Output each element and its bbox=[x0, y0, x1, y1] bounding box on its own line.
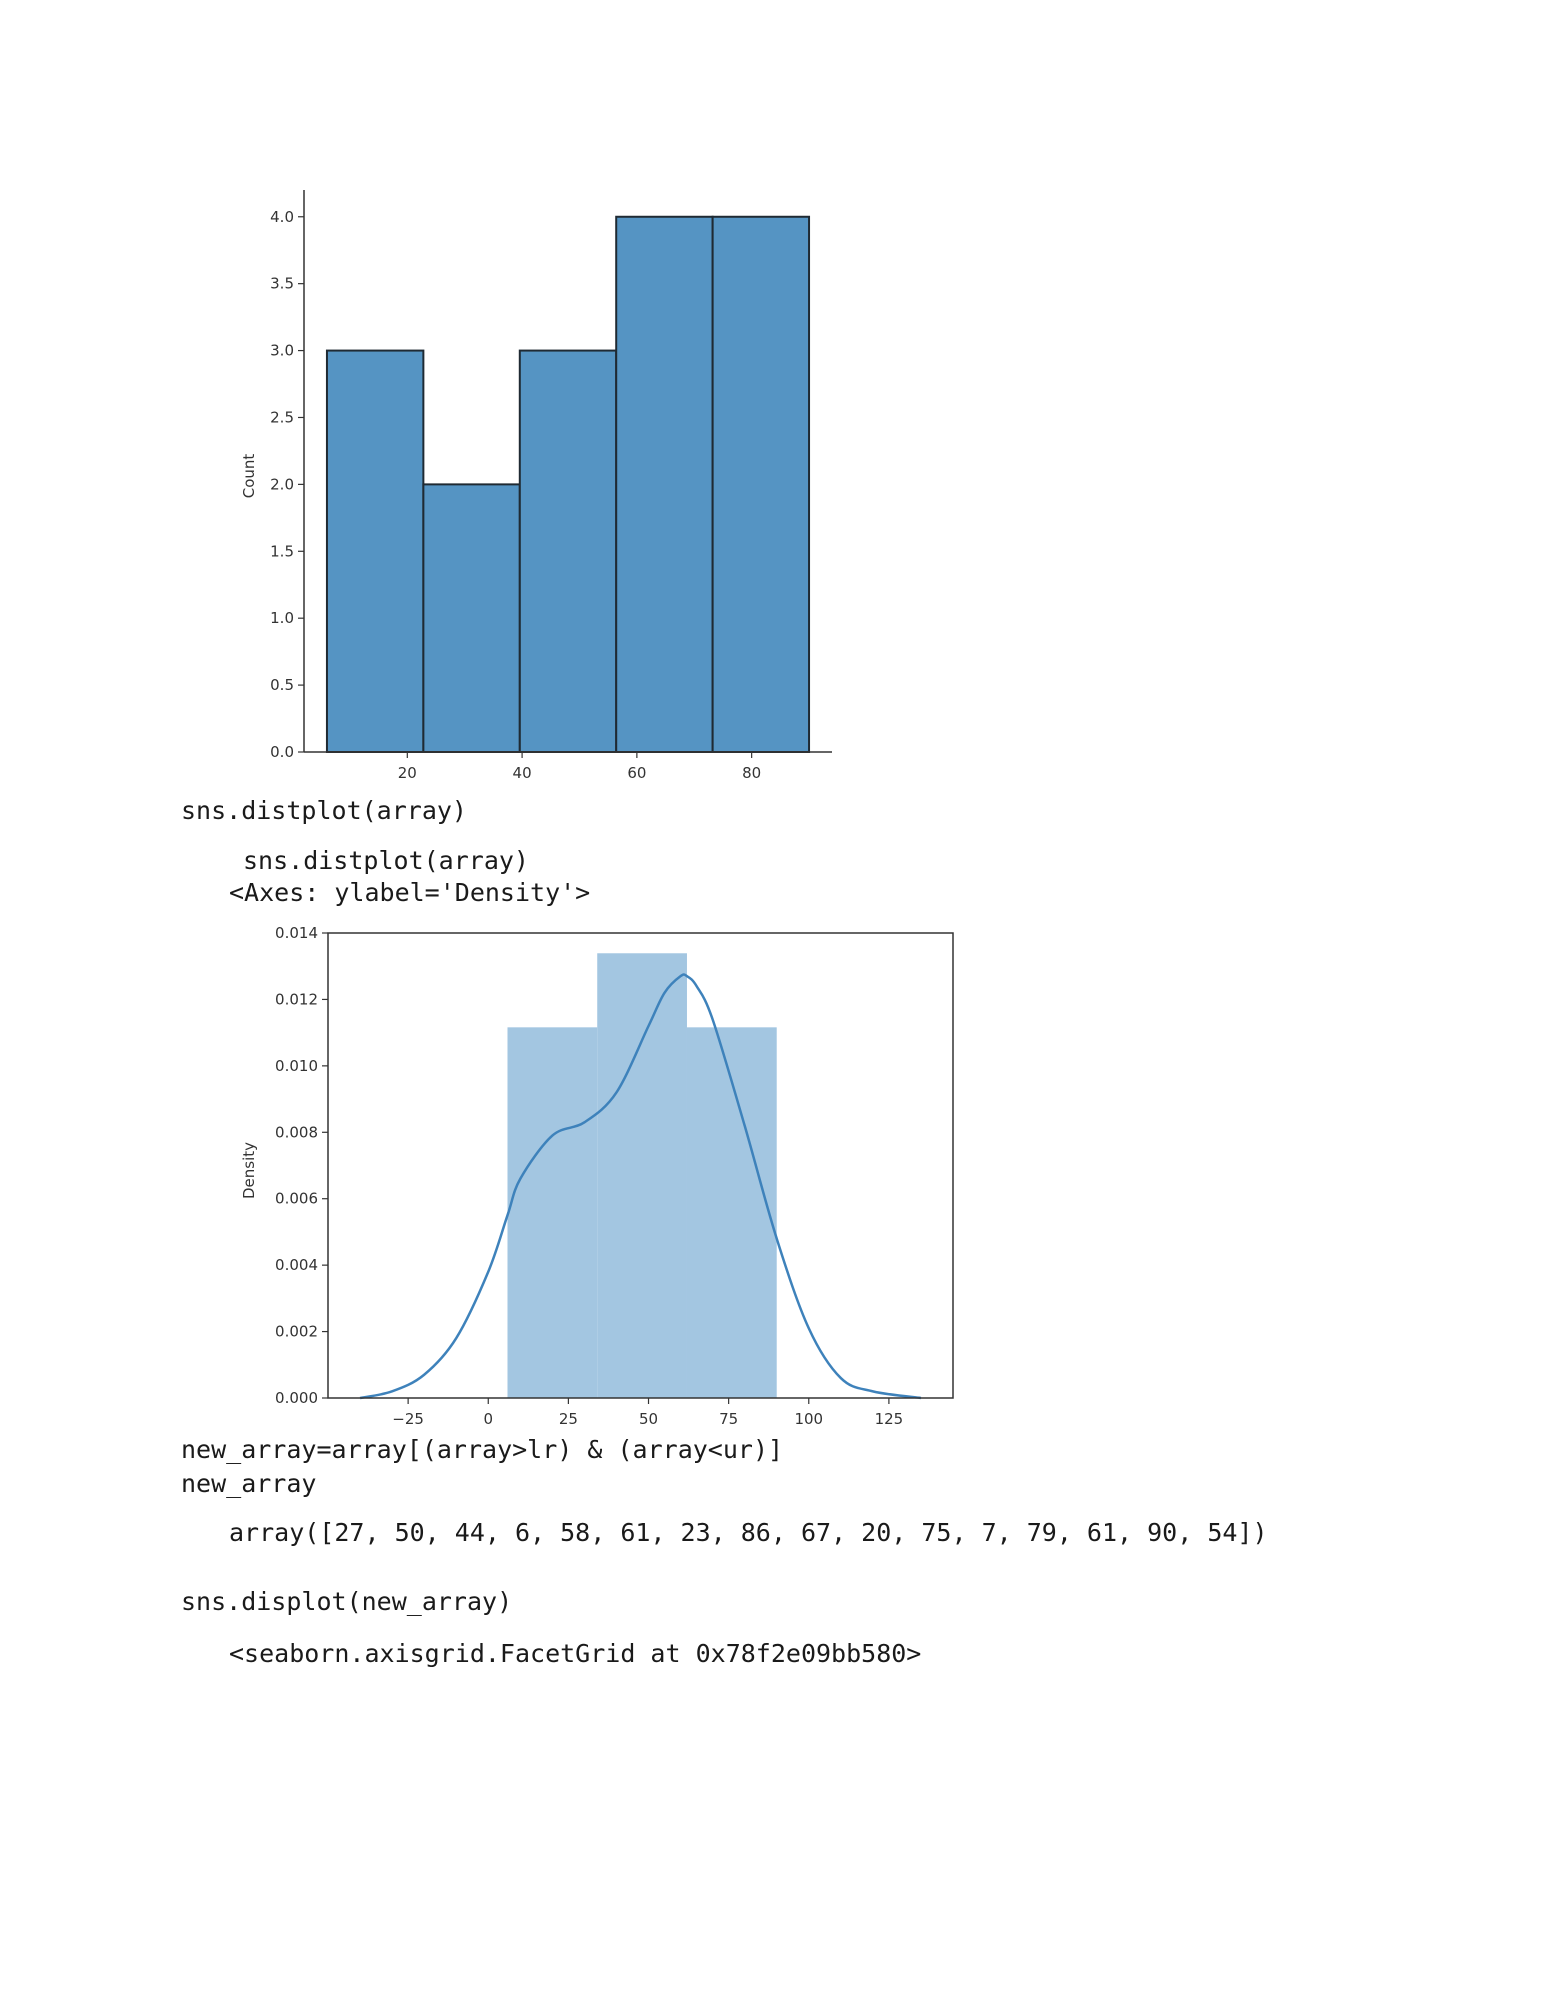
histogram-bar bbox=[518, 349, 618, 753]
code-cell-distplot[interactable]: sns.distplot(array) bbox=[181, 796, 467, 825]
kde-curve bbox=[359, 973, 922, 1400]
y-tick-label: 0.004 bbox=[275, 1256, 318, 1274]
y-tick-label: 0.5 bbox=[270, 676, 294, 694]
y-axis-label: Count bbox=[240, 454, 258, 499]
y-tick-label: 4.0 bbox=[270, 208, 294, 226]
y-tick-label: 1.5 bbox=[270, 542, 294, 560]
density-bar bbox=[597, 953, 687, 1398]
histogram-bar bbox=[711, 215, 811, 753]
y-tick-label: 0.002 bbox=[275, 1323, 318, 1341]
density-bar bbox=[507, 1027, 598, 1398]
plot-frame bbox=[327, 932, 954, 1399]
y-axis-label: Density bbox=[240, 1142, 258, 1199]
x-tick-label: 25 bbox=[559, 1410, 578, 1428]
y-tick-label: 0.012 bbox=[275, 990, 318, 1008]
x-tick-label: 80 bbox=[742, 764, 761, 782]
code-cell-displot[interactable]: sns.displot(new_array) bbox=[181, 1587, 513, 1616]
x-tick-label: −25 bbox=[392, 1410, 424, 1428]
output-axes: <Axes: ylabel='Density'> bbox=[229, 878, 591, 907]
y-tick-label: 0.014 bbox=[275, 924, 318, 942]
histogram-bar bbox=[325, 349, 425, 753]
x-tick-label: 75 bbox=[719, 1410, 738, 1428]
y-tick-label: 0.000 bbox=[275, 1389, 318, 1407]
x-tick-label: 20 bbox=[398, 764, 417, 782]
y-tick-label: 0.0 bbox=[270, 743, 294, 761]
x-tick-label: 60 bbox=[627, 764, 646, 782]
y-tick-label: 0.008 bbox=[275, 1123, 318, 1141]
warning-distplot: sns.distplot(array) bbox=[243, 846, 529, 875]
y-tick-label: 0.010 bbox=[275, 1057, 318, 1075]
output-facetgrid: <seaborn.axisgrid.FacetGrid at 0x78f2e09… bbox=[229, 1639, 922, 1668]
code-cell-new-array-line2[interactable]: new_array bbox=[181, 1469, 317, 1498]
x-tick-label: 40 bbox=[513, 764, 532, 782]
y-tick-label: 3.5 bbox=[270, 275, 294, 293]
x-tick-label: 50 bbox=[639, 1410, 658, 1428]
y-tick-label: 2.0 bbox=[270, 475, 294, 493]
y-tick-label: 3.0 bbox=[270, 342, 294, 360]
code-cell-new-array-line1[interactable]: new_array=array[(array>lr) & (array<ur)] bbox=[181, 1435, 784, 1464]
x-tick-label: 125 bbox=[875, 1410, 904, 1428]
y-tick-label: 1.0 bbox=[270, 609, 294, 627]
y-tick-label: 0.006 bbox=[275, 1190, 318, 1208]
y-tick-label: 2.5 bbox=[270, 408, 294, 426]
histogram-bar bbox=[422, 483, 521, 753]
density-bar bbox=[686, 1027, 777, 1398]
output-new-array: array([27, 50, 44, 6, 58, 61, 23, 86, 67… bbox=[229, 1518, 1268, 1547]
x-tick-label: 0 bbox=[483, 1410, 493, 1428]
x-tick-label: 100 bbox=[794, 1410, 823, 1428]
histogram-bar bbox=[615, 215, 714, 753]
